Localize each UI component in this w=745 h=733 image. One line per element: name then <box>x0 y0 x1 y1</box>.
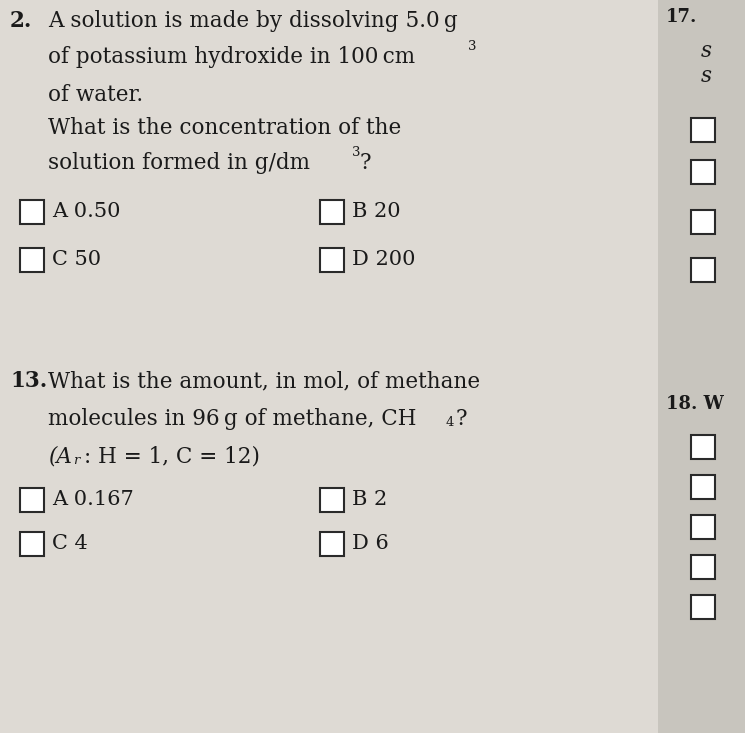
Bar <box>691 555 715 579</box>
Text: A solution is made by dissolving 5.0 g: A solution is made by dissolving 5.0 g <box>48 10 457 32</box>
Text: s: s <box>701 65 712 87</box>
Text: What is the amount, in mol, of methane: What is the amount, in mol, of methane <box>48 370 480 392</box>
Bar <box>691 118 715 142</box>
Text: ?: ? <box>360 152 372 174</box>
Bar <box>20 200 44 224</box>
Bar <box>691 210 715 234</box>
Bar <box>691 435 715 459</box>
Text: 4: 4 <box>446 416 454 429</box>
Text: of potassium hydroxide in 100 cm: of potassium hydroxide in 100 cm <box>48 46 415 68</box>
Text: 17.: 17. <box>666 8 697 26</box>
Text: s: s <box>701 40 712 62</box>
Bar <box>20 488 44 512</box>
Text: solution formed in g/dm: solution formed in g/dm <box>48 152 310 174</box>
Bar <box>320 200 344 224</box>
Text: of water.: of water. <box>48 84 143 106</box>
Bar <box>691 515 715 539</box>
Text: 2.: 2. <box>10 10 32 32</box>
Text: : H = 1, C = 12): : H = 1, C = 12) <box>84 446 260 468</box>
Text: (A: (A <box>48 446 72 468</box>
Bar <box>691 160 715 184</box>
Bar <box>691 258 715 282</box>
Text: A 0.167: A 0.167 <box>52 490 134 509</box>
Text: C 50: C 50 <box>52 250 101 269</box>
Text: B 2: B 2 <box>352 490 387 509</box>
Text: B 20: B 20 <box>352 202 401 221</box>
Bar <box>320 488 344 512</box>
Bar <box>691 475 715 499</box>
Bar <box>658 0 745 733</box>
Text: ?: ? <box>456 408 468 430</box>
Bar <box>320 532 344 556</box>
Text: 3: 3 <box>468 40 477 53</box>
Bar <box>20 532 44 556</box>
Bar <box>20 248 44 272</box>
Text: D 200: D 200 <box>352 250 416 269</box>
Text: 13.: 13. <box>10 370 47 392</box>
Text: A 0.50: A 0.50 <box>52 202 121 221</box>
Bar <box>691 595 715 619</box>
Text: molecules in 96 g of methane, CH: molecules in 96 g of methane, CH <box>48 408 416 430</box>
Text: r: r <box>73 454 80 467</box>
Text: C 4: C 4 <box>52 534 88 553</box>
Text: 18. W: 18. W <box>666 395 723 413</box>
Bar <box>320 248 344 272</box>
Text: 3: 3 <box>352 146 361 159</box>
Text: D 6: D 6 <box>352 534 389 553</box>
Text: What is the concentration of the: What is the concentration of the <box>48 117 402 139</box>
